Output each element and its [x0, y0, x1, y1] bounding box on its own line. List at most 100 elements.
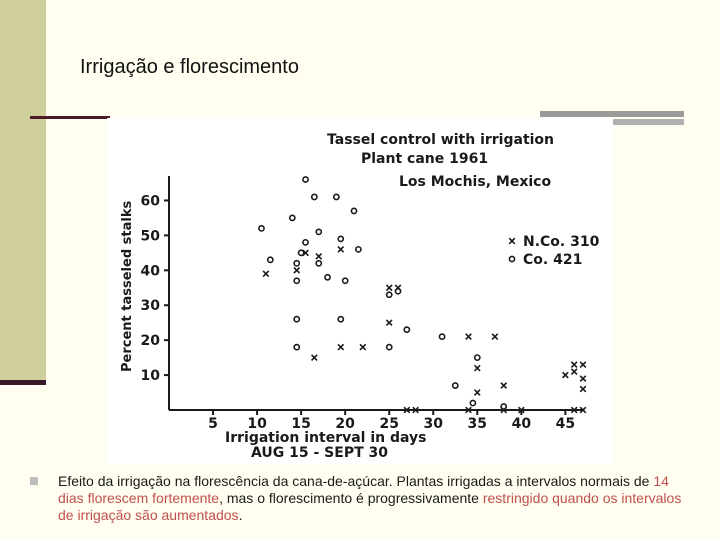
data-point-nco310 — [385, 284, 393, 292]
chart-axes — [168, 176, 583, 411]
data-point-co421 — [302, 238, 309, 246]
cross-stroke — [508, 237, 516, 245]
cross-stroke — [491, 333, 499, 341]
cross-stroke — [310, 354, 318, 361]
data-point-co421 — [266, 256, 274, 264]
chart-legend: N.Co. 310 Co. 421 — [508, 234, 600, 268]
data-point-nco310 — [315, 252, 323, 260]
cross-stroke — [262, 270, 270, 278]
cross-stroke — [570, 361, 578, 368]
data-point-nco310 — [570, 361, 578, 368]
cross-stroke — [473, 389, 481, 396]
data-point-nco310 — [500, 382, 508, 389]
data-point-nco310 — [570, 406, 578, 414]
data-point-co421 — [310, 193, 318, 201]
data-point-nco310 — [337, 245, 345, 253]
slide-title: Irrigação e florescimento — [80, 56, 299, 78]
cross-stroke — [579, 406, 587, 414]
chart-marks — [258, 176, 587, 414]
cross-stroke — [570, 406, 578, 414]
data-point-co421 — [469, 399, 477, 407]
data-point-nco310 — [491, 333, 499, 341]
data-point-co421 — [315, 228, 323, 236]
data-point-co421 — [315, 259, 323, 267]
data-point-co421 — [473, 354, 481, 362]
data-point-co421 — [354, 245, 362, 253]
caption-part-1: Efeito da irrigação na florescência da c… — [58, 473, 654, 489]
y-tick-label: 30 — [141, 298, 161, 314]
cross-stroke — [293, 266, 301, 274]
sidebar-bar-edge — [0, 380, 46, 385]
cross-stroke — [337, 343, 345, 351]
data-point-co421 — [341, 277, 349, 285]
caption-highlight-2: restringido quando os intervalos de irri… — [58, 490, 682, 523]
x-tick-label: 40 — [512, 416, 532, 432]
cross-stroke — [385, 284, 393, 292]
data-point-nco310 — [570, 368, 578, 375]
x-axis-label: Irrigation interval in days — [225, 430, 426, 446]
x-tick-label: 35 — [468, 416, 487, 432]
data-point-nco310 — [310, 354, 318, 361]
legend-marker — [508, 237, 516, 245]
cross-stroke — [579, 361, 587, 368]
data-point-co421 — [297, 249, 305, 257]
sidebar-bar — [0, 0, 46, 384]
x-tick-label: 15 — [291, 416, 310, 432]
y-tick-label: 40 — [141, 263, 161, 279]
data-point-co421 — [293, 259, 301, 267]
data-point-nco310 — [579, 375, 587, 382]
y-axis-label: Percent tasseled stalks — [120, 201, 135, 372]
data-point-co421 — [288, 214, 296, 222]
cross-stroke — [579, 375, 587, 382]
cross-stroke — [385, 319, 393, 327]
data-point-nco310 — [262, 270, 270, 278]
data-point-co421 — [394, 287, 402, 295]
x-tick-label: 45 — [556, 416, 575, 432]
data-point-nco310 — [517, 406, 525, 414]
bullet-icon — [30, 477, 38, 485]
title-rule-right-lower — [610, 119, 684, 125]
data-point-nco310 — [337, 343, 345, 351]
data-point-co421 — [500, 403, 508, 410]
cross-stroke — [412, 406, 420, 414]
x-axis-label-dates: AUG 15 - SEPT 30 — [251, 445, 388, 461]
cross-stroke — [337, 245, 345, 253]
data-point-co421 — [438, 333, 446, 341]
x-tick-label: 5 — [208, 416, 218, 432]
slide-caption: Efeito da irrigação na florescência da c… — [30, 473, 690, 524]
data-point-nco310 — [562, 371, 569, 379]
data-point-nco310 — [579, 406, 587, 414]
caption-part-3: . — [238, 507, 243, 523]
data-point-co421 — [293, 315, 301, 323]
data-point-nco310 — [579, 385, 587, 393]
cross-stroke — [579, 385, 587, 393]
data-point-co421 — [451, 382, 459, 389]
data-point-co421 — [293, 343, 301, 351]
legend-label: Co. 421 — [523, 252, 582, 268]
data-point-co421 — [403, 326, 411, 334]
cross-stroke — [500, 382, 508, 389]
y-tick-label: 20 — [141, 333, 161, 349]
caption-text: Efeito da irrigação na florescência da c… — [58, 473, 690, 524]
data-point-co421 — [350, 207, 358, 215]
data-point-co421 — [302, 176, 309, 183]
x-tick-label: 10 — [247, 416, 267, 432]
data-point-co421 — [258, 224, 265, 232]
title-rule-right — [540, 111, 684, 117]
data-point-co421 — [385, 291, 393, 299]
x-tick-label: 30 — [424, 416, 444, 432]
data-point-nco310 — [412, 406, 420, 414]
data-point-co421 — [385, 343, 393, 351]
chart-subtitle-1: Plant cane 1961 — [361, 151, 488, 167]
data-point-nco310 — [473, 389, 481, 396]
cross-stroke — [570, 368, 578, 375]
data-point-co421 — [332, 193, 340, 201]
data-point-co421 — [337, 235, 345, 243]
data-point-nco310 — [465, 333, 472, 341]
data-point-co421 — [293, 277, 301, 285]
y-tick-label: 60 — [141, 193, 161, 209]
y-tick-label: 50 — [141, 228, 161, 244]
x-tick-label: 25 — [379, 416, 398, 432]
chart-figure: Tassel control with irrigation Plant can… — [107, 118, 613, 464]
data-point-nco310 — [359, 343, 367, 351]
